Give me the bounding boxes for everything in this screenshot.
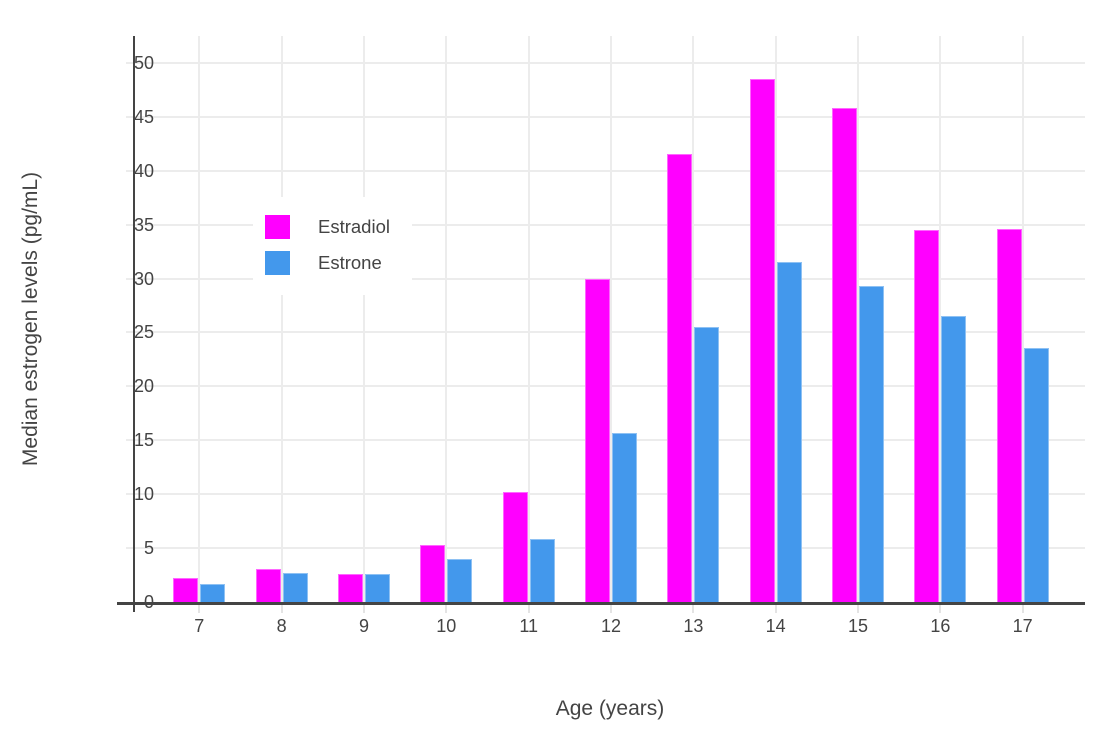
gridline [362,36,365,602]
estrone-bar-age-12 [612,432,637,602]
gridline [692,36,695,602]
y-tick-label: 10 [133,484,154,505]
y-tick-mark [126,169,135,172]
x-tick-label: 14 [765,616,786,636]
x-tick-label: 8 [276,616,287,636]
estradiol-bar-age-8 [255,568,281,602]
gridline [939,36,942,602]
x-tick-mark [692,605,695,613]
y-tick-mark [126,61,135,64]
y-tick-label: 45 [133,106,154,127]
y-tick-mark [126,547,135,550]
x-tick-label: 9 [358,616,369,636]
estrone-bar-age-14 [776,262,802,602]
estradiol-swatch-icon [265,215,290,239]
gridline [610,36,612,602]
estradiol-bar-age-17 [996,228,1022,602]
x-tick-mark [610,605,612,613]
x-tick-mark [857,605,860,613]
gridline [198,36,201,602]
y-tick-label: 50 [133,52,154,73]
estradiol-bar-age-14 [749,79,775,602]
plot-area: Estradiol Estrone [117,36,1085,613]
gridline [1021,36,1024,602]
y-tick-mark [126,223,135,226]
x-tick-label: 15 [848,616,869,636]
x-axis-title: Age (years) [555,697,665,720]
estradiol-bar-age-9 [337,573,363,602]
x-tick-label: 10 [436,616,457,636]
legend-item-estrone: Estrone [265,245,390,281]
estrone-bar-age-10 [447,558,473,602]
y-tick-label: 35 [133,214,154,235]
estradiol-bar-age-10 [420,544,446,602]
y-tick-mark [126,493,135,496]
estrone-bar-age-9 [364,573,390,602]
x-tick-mark [939,605,942,613]
legend-label: Estradiol [318,216,390,237]
estradiol-bar-age-11 [502,492,528,602]
estrone-bar-age-13 [694,327,720,602]
y-tick-label: 20 [133,376,154,397]
legend-label: Estrone [318,252,382,273]
y-axis-title: Median estrogen levels (pg/mL) [19,171,42,467]
y-tick-mark [126,277,135,280]
estradiol-bar-age-16 [914,230,940,602]
y-tick-label: 5 [143,538,154,559]
gridline [445,36,448,602]
x-tick-label: 12 [600,616,622,636]
x-tick-mark [362,605,365,613]
estrone-swatch-icon [265,251,290,275]
x-tick-mark [280,605,283,613]
estrone-bar-age-17 [1023,347,1049,602]
estrone-bar-age-8 [282,572,308,602]
x-tick-mark [1021,605,1024,613]
x-tick-label: 11 [519,616,538,636]
y-tick-label: 40 [133,160,154,181]
x-tick-label: 17 [1012,616,1033,636]
x-tick-mark [198,605,201,613]
gridline [527,36,530,602]
x-tick-label: 7 [194,616,205,636]
legend: Estradiol Estrone [253,197,412,295]
y-tick-label: 25 [133,322,154,343]
x-tick-mark [527,605,530,613]
y-tick-label: 15 [133,430,154,451]
estrone-bar-age-11 [529,539,555,602]
estrone-bar-age-7 [200,583,226,602]
x-tick-label: 13 [683,616,704,636]
estradiol-bar-age-13 [667,153,693,602]
gridline [857,36,860,602]
estrone-bar-age-15 [859,286,885,602]
x-tick-mark [445,605,448,613]
gridline [280,36,283,602]
x-tick-label: 16 [930,616,951,636]
y-axis-line [133,36,135,612]
estrone-bar-age-16 [941,316,967,602]
x-tick-mark [774,605,777,613]
y-tick-mark [126,115,135,118]
y-tick-mark [126,385,135,388]
estradiol-bar-age-7 [173,578,199,602]
estradiol-bar-age-12 [585,278,610,602]
y-tick-label: 30 [133,268,154,289]
y-tick-mark [126,331,135,334]
estradiol-bar-age-15 [832,108,858,602]
y-tick-mark [126,439,135,442]
x-axis-line [117,602,1085,605]
gridline [774,36,777,602]
legend-item-estradiol: Estradiol [265,209,390,245]
